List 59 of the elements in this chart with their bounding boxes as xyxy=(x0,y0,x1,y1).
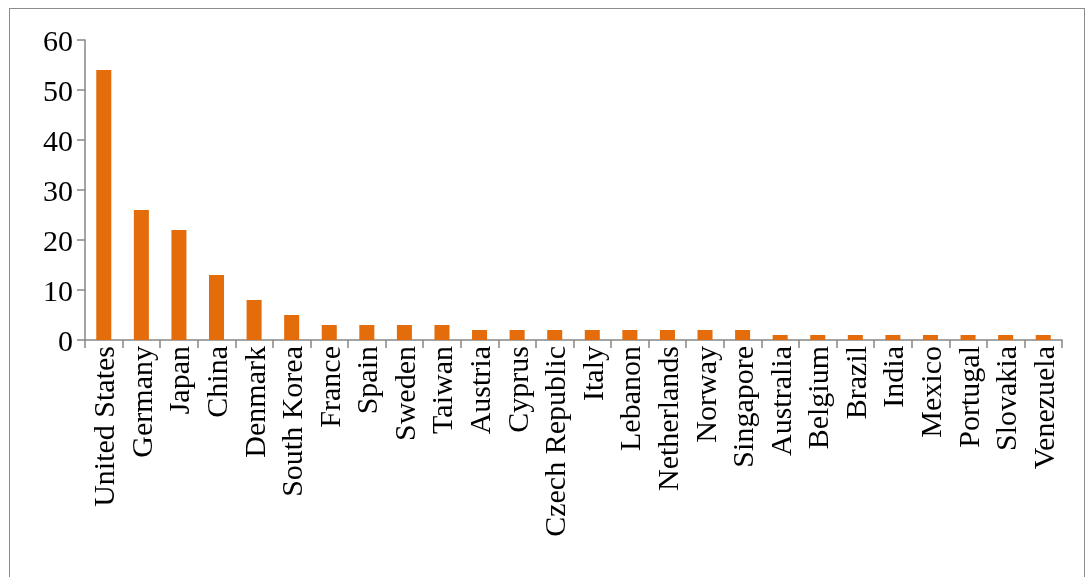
bar xyxy=(960,335,976,340)
x-tick-label: Italy xyxy=(575,346,609,401)
x-tick-label: Norway xyxy=(688,346,722,443)
x-tick-label: India xyxy=(876,346,910,408)
bar xyxy=(659,330,675,340)
x-tick-label: Germany xyxy=(124,346,158,458)
y-tick-label: 10 xyxy=(43,273,73,307)
y-tick-label: 20 xyxy=(43,223,73,257)
x-tick-label: Japan xyxy=(162,346,196,415)
bar xyxy=(885,335,901,340)
bar xyxy=(622,330,638,340)
x-tick-label: Venezuela xyxy=(1026,346,1060,470)
x-tick-label: Sweden xyxy=(387,346,421,441)
x-tick-label: Mexico xyxy=(913,346,947,438)
bar xyxy=(396,325,412,340)
bar xyxy=(810,335,826,340)
x-tick-label: Spain xyxy=(350,346,384,415)
bar xyxy=(735,330,751,340)
bar xyxy=(171,230,187,340)
x-tick-label: Czech Republic xyxy=(538,346,572,537)
bar xyxy=(697,330,713,340)
y-tick-label: 60 xyxy=(43,23,73,57)
bar xyxy=(584,330,600,340)
bar xyxy=(772,335,788,340)
bar xyxy=(359,325,375,340)
x-tick-label: Austria xyxy=(463,346,497,435)
x-tick-label: Brazil xyxy=(838,346,872,420)
x-tick-label: South Korea xyxy=(275,346,309,497)
y-tick-label: 40 xyxy=(43,123,73,157)
x-tick-label: Belgium xyxy=(801,346,835,450)
x-tick-label: Singapore xyxy=(726,346,760,468)
bar xyxy=(547,330,563,340)
bar xyxy=(1035,335,1051,340)
bar xyxy=(284,315,300,340)
bar xyxy=(847,335,863,340)
bar xyxy=(209,275,225,340)
x-tick-label: Lebanon xyxy=(613,346,647,451)
bar xyxy=(922,335,938,340)
x-tick-label: Denmark xyxy=(237,346,271,458)
bar xyxy=(434,325,450,340)
x-tick-label: Portugal xyxy=(951,346,985,448)
x-tick-label: Cyprus xyxy=(500,346,534,433)
x-tick-label: Netherlands xyxy=(650,346,684,491)
x-tick-label: France xyxy=(312,346,346,428)
x-tick-label: Taiwan xyxy=(425,346,459,434)
x-tick-label: Slovakia xyxy=(989,346,1023,451)
bar xyxy=(998,335,1014,340)
bar xyxy=(96,70,112,340)
y-tick-label: 0 xyxy=(58,323,73,357)
bar xyxy=(509,330,525,340)
bar xyxy=(133,210,149,340)
bar xyxy=(321,325,337,340)
bar xyxy=(472,330,488,340)
y-tick-label: 30 xyxy=(43,173,73,207)
x-tick-label: United States xyxy=(87,346,121,507)
bar xyxy=(246,300,262,340)
x-tick-label: China xyxy=(200,346,234,418)
y-tick-label: 50 xyxy=(43,73,73,107)
x-tick-label: Australia xyxy=(763,346,797,456)
